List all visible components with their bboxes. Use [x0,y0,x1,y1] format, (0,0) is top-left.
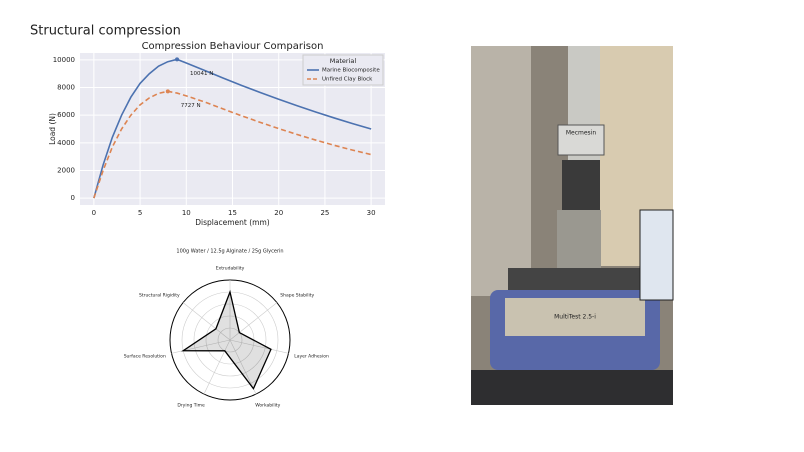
radar-axis-label: Surface Resolution [124,354,166,360]
radar-spoke [182,302,231,341]
chart-title: 100g Water / 12.5g Alginate / 25g Glycer… [176,249,283,255]
x-tick-label: 10 [182,209,191,217]
bench [471,370,673,405]
legend-title: Material [330,57,357,65]
chart-title: Compression Behaviour Comparison [142,41,324,52]
specimen [557,210,601,270]
base-plate [508,268,658,292]
peak-marker [175,57,180,62]
photo-label: MultiTest 2.5-i [554,314,596,321]
x-tick-label: 15 [228,209,237,217]
radar-axis-label: Workability [255,402,280,408]
radar-spoke [229,339,257,395]
photo-wall [471,46,531,296]
peak-marker [165,89,170,94]
x-tick-label: 20 [274,209,283,217]
annotation: 7727 N [181,103,201,109]
radar-spoke [229,339,289,354]
x-tick-label: 0 [92,209,96,217]
radar-area [181,289,272,390]
annotation: 10041 N [190,71,213,77]
data-line [93,58,372,199]
photo-label: Mecmesin [566,130,596,137]
y-tick-label: 2000 [57,166,75,174]
radar-spoke [203,339,231,395]
radar-axis-label: Layer Adhesion [294,354,329,360]
slide-title: Structural compression [30,24,181,39]
monitor [639,209,674,301]
y-axis-label: Load (N) [48,113,57,145]
radar-spoke [171,339,231,354]
radar-axis-label: Drying Time [177,402,205,408]
y-tick-label: 10000 [53,56,75,64]
y-tick-label: 4000 [57,139,75,147]
x-tick-label: 5 [138,209,142,217]
control-panel [505,298,645,336]
load-cell [557,124,605,156]
radar-axis-label: Structural Rigidity [139,293,180,299]
radar-axis-label: Shape Stability [280,293,314,299]
radar-axis-label: Extrudability [216,266,245,272]
legend-label: Unfired Clay Block [322,77,373,83]
y-tick-label: 0 [71,194,75,202]
x-tick-label: 30 [367,209,376,217]
legend-label: Marine Biocomposite [322,68,380,74]
radar-spoke [229,302,278,341]
photo: Mecmesin MultiTest 2.5-i [471,46,674,405]
y-tick-label: 6000 [57,111,75,119]
platen [562,160,600,210]
x-axis-label: Displacement (mm) [195,218,269,227]
data-line [93,90,372,199]
y-tick-label: 8000 [57,84,75,92]
x-tick-label: 25 [320,209,329,217]
